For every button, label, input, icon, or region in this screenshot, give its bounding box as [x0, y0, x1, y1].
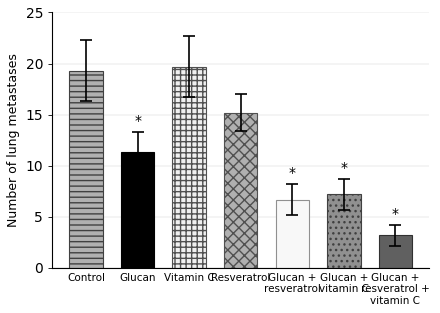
- Bar: [121, 152, 154, 268]
- Text: *: *: [341, 161, 347, 175]
- Bar: [379, 235, 412, 268]
- Bar: [69, 71, 103, 268]
- Text: *: *: [392, 207, 399, 221]
- Bar: [275, 199, 309, 268]
- Bar: [224, 113, 257, 268]
- Bar: [172, 67, 206, 268]
- Bar: [327, 194, 361, 268]
- Text: *: *: [134, 114, 141, 128]
- Text: *: *: [289, 166, 296, 180]
- Y-axis label: Number of lung metastases: Number of lung metastases: [7, 53, 20, 227]
